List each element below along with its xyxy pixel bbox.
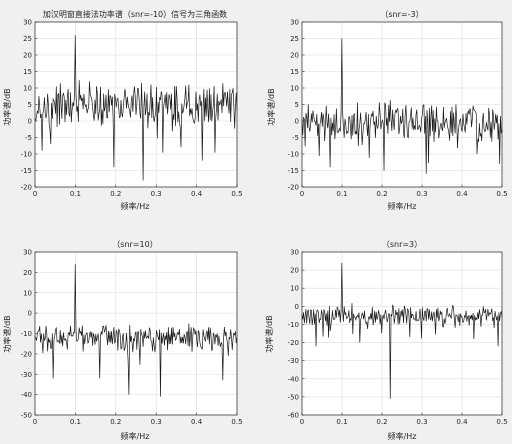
y-tick-label: 5 xyxy=(295,101,299,109)
y-tick-label: -10 xyxy=(288,151,299,159)
y-tick-label: 20 xyxy=(23,269,32,277)
y-tick-label: -50 xyxy=(21,412,32,420)
y-tick-label: 30 xyxy=(290,19,299,27)
y-tick-label: -5 xyxy=(292,134,299,142)
x-tick-label: 0.2 xyxy=(110,418,121,426)
axes-frame xyxy=(301,21,503,188)
axes-background xyxy=(302,252,502,415)
x-tick-label: 0.2 xyxy=(110,190,121,198)
y-tick-label: -20 xyxy=(21,350,32,358)
y-tick-label: 20 xyxy=(290,52,299,60)
y-tick-label: 10 xyxy=(290,85,299,93)
x-tick-label: 0.1 xyxy=(336,190,347,198)
x-tick-label: 0.1 xyxy=(70,190,81,198)
x-tick-label: 0.5 xyxy=(231,190,242,198)
subplot-1-title: 加汉明窗直接法功率谱（snr=-10）信号为三角函数 xyxy=(43,9,227,19)
y-tick-label: 20 xyxy=(23,52,32,60)
axes-frame xyxy=(34,21,238,188)
x-tick-label: 0.3 xyxy=(416,418,427,426)
y-tick-label: -40 xyxy=(288,375,299,383)
y-tick-label: -40 xyxy=(21,391,32,399)
y-tick-label: 10 xyxy=(290,285,299,293)
y-tick-label: 15 xyxy=(23,68,32,76)
x-tick-label: 0 xyxy=(33,418,37,426)
y-tick-label: -20 xyxy=(288,184,299,192)
x-tick-label: 0.1 xyxy=(336,418,347,426)
axes-frame xyxy=(34,251,238,416)
x-tick-label: 0.5 xyxy=(496,190,507,198)
y-tick-label: 10 xyxy=(23,289,32,297)
subplot-2: （snr=-3） 频率/Hz 功率谱/dB -20 -15 -10 -5 0 5 10 15 2… xyxy=(266,10,508,211)
y-tick-label: 0 xyxy=(28,118,32,126)
x-tick-label: 0.2 xyxy=(376,190,387,198)
y-tick-label: -15 xyxy=(21,167,32,175)
x-tick-label: 0 xyxy=(300,418,304,426)
subplot-3: （snr=10） 频率/Hz 功率谱/dB -50 -40 -30 -20 -10 0 10… xyxy=(2,240,243,441)
subplot-2-ylabel: 功率谱/dB xyxy=(266,88,276,125)
y-tick-label: 0 xyxy=(295,303,299,311)
subplot-2-xlabel: 频率/Hz xyxy=(388,201,417,211)
y-tick-label: -60 xyxy=(288,412,299,420)
y-tick-label: -20 xyxy=(21,184,32,192)
subplot-1-ylabel: 功率谱/dB xyxy=(2,88,12,125)
x-tick-label: 0.4 xyxy=(191,418,203,426)
subplot-3-title: （snr=10） xyxy=(112,240,157,249)
spectrum-line xyxy=(34,35,238,181)
x-tick-label: 0.4 xyxy=(191,190,203,198)
y-tick-label: -50 xyxy=(288,393,299,401)
y-tick-label: 30 xyxy=(23,19,32,27)
spectrum-line xyxy=(301,262,503,399)
axes-frame xyxy=(301,251,503,416)
subplot-4: （snr=3） 频率/Hz 功率谱/dB -60 -50 -40 -30 -20 -10 0… xyxy=(264,240,508,441)
y-tick-label: 0 xyxy=(28,310,32,318)
y-tick-label: -5 xyxy=(25,134,32,142)
x-tick-label: 0.3 xyxy=(151,418,162,426)
subplot-1: 加汉明窗直接法功率谱（snr=-10）信号为三角函数 频率/Hz 功率谱/dB … xyxy=(2,9,243,211)
subplot-4-title: （snr=3） xyxy=(382,240,422,249)
y-tick-label: -10 xyxy=(21,330,32,338)
subplot-3-xlabel: 频率/Hz xyxy=(121,431,150,441)
x-tick-label: 0.2 xyxy=(376,418,387,426)
y-tick-label: 10 xyxy=(23,85,32,93)
x-tick-label: 0.4 xyxy=(456,418,468,426)
spectrum-line xyxy=(34,264,238,397)
y-tick-label: 25 xyxy=(23,35,32,43)
subplot-4-ylabel: 功率谱/dB xyxy=(264,315,274,352)
subplot-1-xlabel: 频率/Hz xyxy=(121,201,150,211)
x-tick-label: 0.3 xyxy=(416,190,427,198)
subplot-2-title: （snr=-3） xyxy=(380,10,423,19)
x-tick-label: 0.4 xyxy=(456,190,468,198)
x-tick-label: 0.5 xyxy=(231,418,242,426)
y-tick-label: 0 xyxy=(295,118,299,126)
subplot-3-ylabel: 功率谱/dB xyxy=(2,315,12,352)
y-tick-label: 5 xyxy=(28,101,32,109)
y-tick-label: -10 xyxy=(21,151,32,159)
y-tick-label: 20 xyxy=(290,267,299,275)
y-tick-label: 30 xyxy=(23,249,32,257)
spectrum-line xyxy=(301,38,503,174)
x-tick-label: 0.5 xyxy=(496,418,507,426)
x-tick-label: 0 xyxy=(300,190,304,198)
y-tick-label: -10 xyxy=(288,321,299,329)
subplot-4-xlabel: 频率/Hz xyxy=(388,431,417,441)
y-tick-label: -15 xyxy=(288,167,299,175)
x-tick-label: 0.1 xyxy=(70,418,81,426)
y-tick-label: 15 xyxy=(290,68,299,76)
y-tick-label: -30 xyxy=(21,371,32,379)
x-tick-label: 0.3 xyxy=(151,190,162,198)
y-tick-label: 25 xyxy=(290,35,299,43)
y-tick-label: 30 xyxy=(290,249,299,257)
y-tick-label: -20 xyxy=(288,339,299,347)
x-tick-label: 0 xyxy=(33,190,37,198)
y-tick-label: -30 xyxy=(288,357,299,365)
